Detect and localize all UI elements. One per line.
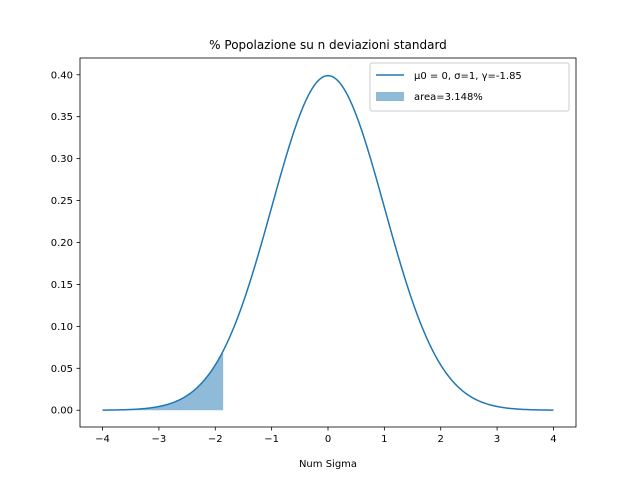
x-axis: −4 −3 −2 −1 0 1 2 3 4 [95,427,557,445]
plot-area [79,57,577,428]
x-tick-label: −2 [208,434,223,445]
x-tick-label: −1 [264,434,279,445]
x-tick-label: 3 [494,434,500,445]
legend-entry-line: μ0 = 0, σ=1, γ=-1.85 [414,71,522,82]
series-line [102,74,554,411]
y-tick-label: 0.20 [51,238,73,249]
y-tick-label: 0.35 [51,112,73,123]
y-tick-label: 0.40 [51,70,73,81]
x-tick-label: −3 [152,434,167,445]
y-tick-label: 0.00 [51,406,73,417]
y-tick-label: 0.15 [51,280,73,291]
area-fill [102,350,224,411]
x-tick-label: 0 [325,434,331,445]
legend-box [369,62,570,112]
axes-frame [79,57,577,428]
x-tick-label: 1 [381,434,387,445]
y-tick-label: 0.25 [51,196,73,207]
legend-entry-area: area=3.148% [414,92,483,103]
y-tick-label: 0.30 [51,154,73,165]
x-axis-label: Num Sigma [299,459,357,470]
x-tick-label: 2 [438,434,444,445]
y-tick-label: 0.05 [51,364,73,375]
legend-area-swatch [376,92,404,101]
y-axis: 0.00 0.05 0.10 0.15 0.20 0.25 0.30 0.35 0.40 [51,70,80,417]
x-tick-label: 4 [550,434,556,445]
x-tick-label: −4 [95,434,110,445]
chart-title: % Popolazione su n deviazioni standard [209,38,447,52]
legend: μ0 = 0, σ=1, γ=-1.85 area=3.148% [369,62,570,112]
y-tick-label: 0.10 [51,322,73,333]
